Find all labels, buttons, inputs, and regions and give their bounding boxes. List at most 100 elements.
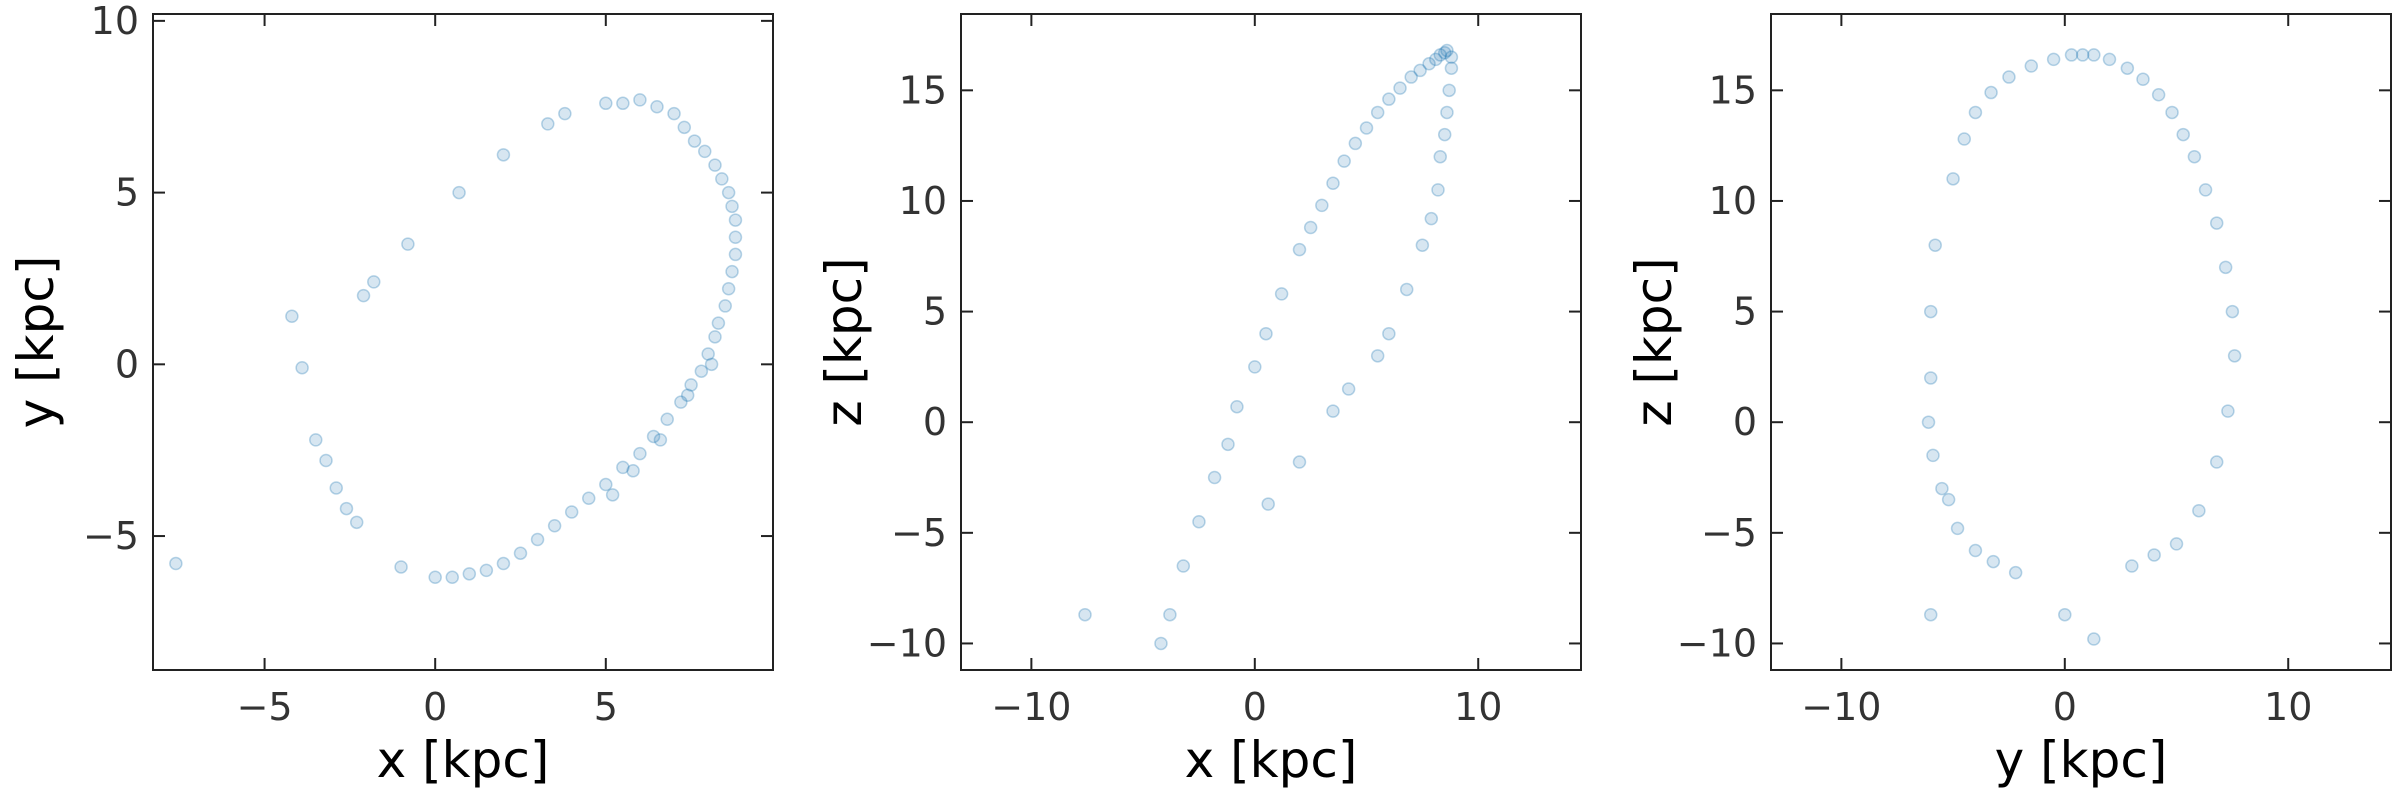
point <box>2192 503 2206 518</box>
y-tick-label: 10 <box>91 0 139 43</box>
point <box>680 388 695 402</box>
point <box>1348 136 1363 151</box>
point <box>1261 497 1275 511</box>
point <box>1926 448 1940 463</box>
point <box>530 532 545 547</box>
point <box>687 134 702 148</box>
point <box>1207 470 1222 485</box>
x-tick-label: 0 <box>1243 685 1267 729</box>
point <box>2087 632 2101 646</box>
point <box>1431 183 1445 197</box>
point <box>1393 81 1407 95</box>
y-tick-label: −10 <box>867 621 947 665</box>
point <box>2147 548 2161 562</box>
y-tick-label: −10 <box>1677 621 1757 665</box>
point <box>547 518 562 533</box>
point <box>1341 382 1356 396</box>
point <box>356 288 371 303</box>
point <box>496 556 511 571</box>
point <box>1444 61 1459 75</box>
point <box>367 275 381 289</box>
point <box>462 567 477 581</box>
point <box>2151 88 2166 102</box>
point <box>1442 83 1456 98</box>
x-tick-label: 0 <box>423 685 447 729</box>
point <box>599 96 613 111</box>
point <box>1404 70 1418 84</box>
point <box>2227 349 2242 363</box>
point <box>1315 198 1329 213</box>
point <box>616 460 630 475</box>
point <box>1292 455 1307 469</box>
y-axis-label: y [kpc] <box>7 256 65 429</box>
point <box>1382 92 1396 106</box>
point <box>1370 105 1385 120</box>
y-axis-label: z [kpc] <box>1625 257 1683 426</box>
point <box>1946 172 1960 186</box>
y-tick-label: 5 <box>1733 290 1757 334</box>
x-tick-label: 10 <box>2264 685 2312 729</box>
point <box>2225 304 2240 319</box>
point <box>2198 183 2213 197</box>
point <box>708 330 722 344</box>
point <box>1230 399 1244 414</box>
point <box>1415 238 1430 252</box>
point <box>599 477 613 492</box>
point <box>513 546 528 560</box>
point <box>1437 45 1452 60</box>
x-tick-label: 0 <box>2053 685 2077 729</box>
point <box>633 93 647 107</box>
x-axis-label: x [kpc] <box>1185 731 1358 789</box>
point <box>2209 455 2224 469</box>
point <box>1440 43 1454 58</box>
point <box>1399 282 1414 297</box>
point <box>1248 360 1262 374</box>
y-tick-label: 0 <box>115 342 139 386</box>
point <box>401 237 415 251</box>
x-tick-label: −10 <box>991 685 1071 729</box>
point <box>428 570 442 585</box>
plot-frame <box>960 13 1582 671</box>
point <box>1078 607 1092 622</box>
y-tick-label: 5 <box>923 290 947 334</box>
point <box>295 361 309 375</box>
point <box>1382 326 1396 341</box>
point <box>1424 211 1439 226</box>
point <box>1259 326 1273 341</box>
point <box>633 446 647 461</box>
point <box>728 230 743 244</box>
point <box>558 106 572 121</box>
x-tick-label: 10 <box>1454 685 1502 729</box>
point <box>349 515 364 530</box>
point <box>667 106 681 121</box>
y-axis-label: z [kpc] <box>815 257 873 426</box>
point <box>2024 59 2039 73</box>
point <box>1950 521 1965 536</box>
point <box>1923 607 1938 622</box>
point <box>1359 121 1374 135</box>
point <box>2002 70 2016 84</box>
point <box>708 158 722 172</box>
point <box>1413 63 1427 78</box>
point <box>725 264 739 279</box>
point <box>496 148 511 162</box>
y-tick-label: 5 <box>115 171 139 215</box>
point <box>1422 57 1436 71</box>
point <box>1192 515 1206 529</box>
x-tick-label: −5 <box>237 685 293 729</box>
point <box>1444 50 1459 64</box>
point <box>660 412 674 427</box>
point <box>339 501 354 516</box>
point <box>1968 105 1983 120</box>
point <box>1154 636 1168 651</box>
point <box>2046 52 2061 67</box>
point <box>728 247 743 262</box>
point <box>2087 48 2101 62</box>
y-tick-label: −5 <box>1701 511 1757 555</box>
y-tick-label: 0 <box>1733 400 1757 444</box>
point <box>1968 543 1983 558</box>
point <box>285 309 299 323</box>
point <box>1303 220 1318 235</box>
point <box>2058 607 2072 622</box>
